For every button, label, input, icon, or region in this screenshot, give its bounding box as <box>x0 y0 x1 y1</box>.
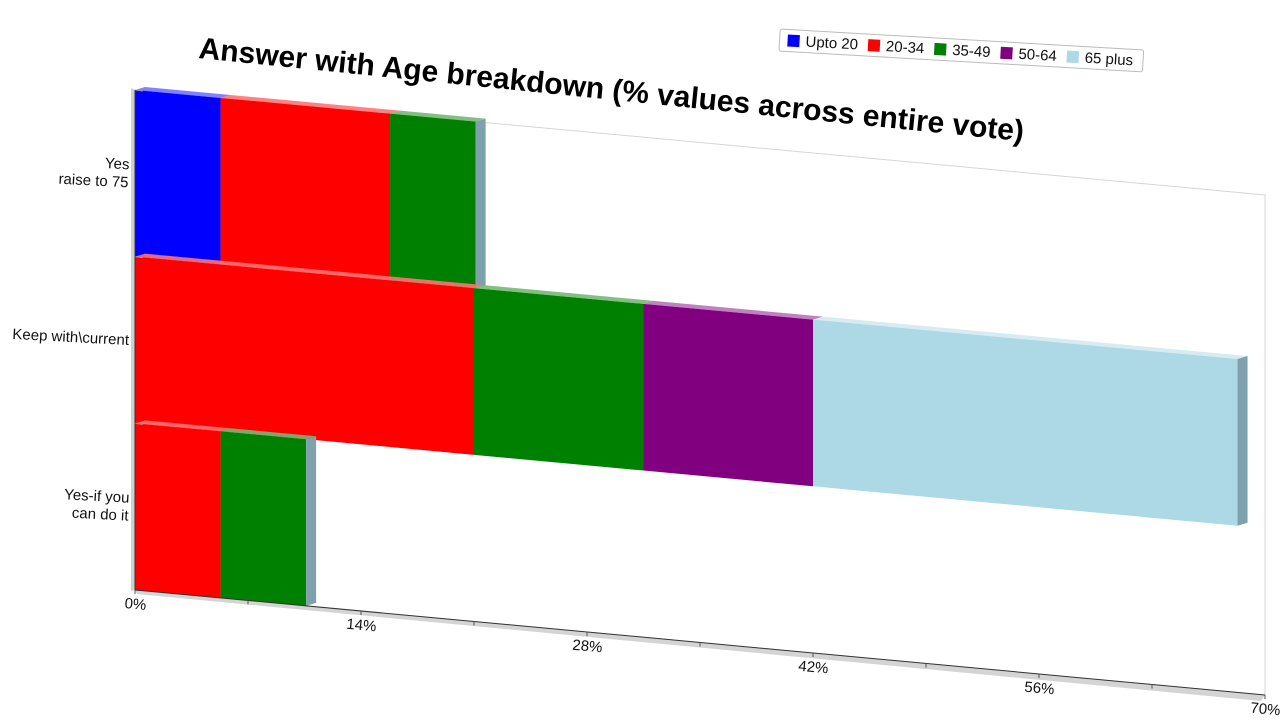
category-label: Keep with\current <box>12 326 130 349</box>
x-tick-label: 14% <box>346 616 377 636</box>
bar-segment-35-49-2[interactable] <box>474 285 654 471</box>
bar-top-face <box>643 300 823 320</box>
category-label: Yesraise to 75 <box>58 153 130 192</box>
bar-front-face <box>220 431 307 606</box>
legend-label: 65 plus <box>1084 50 1133 70</box>
legend-label: 35-49 <box>952 42 991 61</box>
legend-swatch <box>933 42 947 56</box>
bar-top-face <box>813 316 1248 360</box>
x-tick-label: 28% <box>572 637 603 657</box>
bar-top-face <box>135 87 231 98</box>
category-label: Yes-if youcan do it <box>63 486 131 524</box>
bar-segment-35-49-1[interactable] <box>390 110 486 289</box>
legend-item-50-64[interactable]: 50-64 <box>1000 45 1057 65</box>
legend[interactable]: Upto 20 20-34 35-49 50-64 65 plus <box>778 28 1145 73</box>
category-separator <box>134 89 144 92</box>
bars-layer <box>134 87 1248 606</box>
bar-front-face <box>220 97 391 281</box>
category-axis: Yesraise to 75 Keep with\current Yes-if yo… <box>12 153 131 525</box>
bar-group-2 <box>134 253 1248 526</box>
legend-label: 50-64 <box>1018 46 1057 65</box>
bar-top-face <box>135 253 484 289</box>
bar-top-face <box>390 110 486 122</box>
bar-front-face <box>135 90 221 265</box>
bar-end-face <box>475 118 486 289</box>
x-tick-label: 56% <box>1024 679 1055 699</box>
bar-segment-20-34-1[interactable] <box>220 94 401 281</box>
category-separator <box>134 422 144 425</box>
bar-top-face <box>474 285 654 304</box>
category-separator <box>134 256 144 259</box>
bar-segment-20-34-3[interactable] <box>135 420 231 598</box>
bar-end-face <box>306 436 317 606</box>
bar-segment-20-34-2[interactable] <box>135 253 484 455</box>
bar-front-face <box>643 303 813 487</box>
legend-label: Upto 20 <box>805 33 858 53</box>
bar-segment-35-49-3[interactable] <box>220 428 317 606</box>
bar-segment-65-plus-2[interactable] <box>813 316 1248 526</box>
bar-front-face <box>135 256 474 455</box>
legend-swatch <box>1066 50 1080 64</box>
legend-item-35-49[interactable]: 35-49 <box>933 41 991 61</box>
x-tick-label: 70% <box>1250 700 1280 720</box>
legend-item-20-34[interactable]: 20-34 <box>867 37 925 57</box>
x-axis: 0% 14% 28% 42% 56% 70% <box>124 90 1280 719</box>
bar-top-face <box>220 94 401 114</box>
x-tick-label: 0% <box>124 595 147 614</box>
bar-front-face <box>135 423 221 598</box>
legend-swatch <box>867 39 881 52</box>
legend-swatch <box>787 34 800 48</box>
bar-front-face <box>474 288 644 471</box>
bar-front-face <box>390 113 476 289</box>
bar-end-face <box>1237 356 1248 526</box>
bar-group-1 <box>134 87 486 289</box>
legend-swatch <box>1000 46 1013 60</box>
bar-front-face <box>813 319 1238 526</box>
x-tick-label: 42% <box>798 658 829 678</box>
bar-segment-50-64-2[interactable] <box>643 300 824 487</box>
bar-top-face <box>220 428 317 440</box>
bar-segment-upto-20-1[interactable] <box>135 87 231 265</box>
chart-side-wall <box>131 88 135 591</box>
legend-label: 20-34 <box>885 38 924 57</box>
legend-item-65-plus[interactable]: 65 plus <box>1066 49 1134 70</box>
bar-top-face <box>135 420 231 432</box>
legend-item-upto-20[interactable]: Upto 20 <box>787 32 858 53</box>
bar-group-3 <box>134 420 317 606</box>
